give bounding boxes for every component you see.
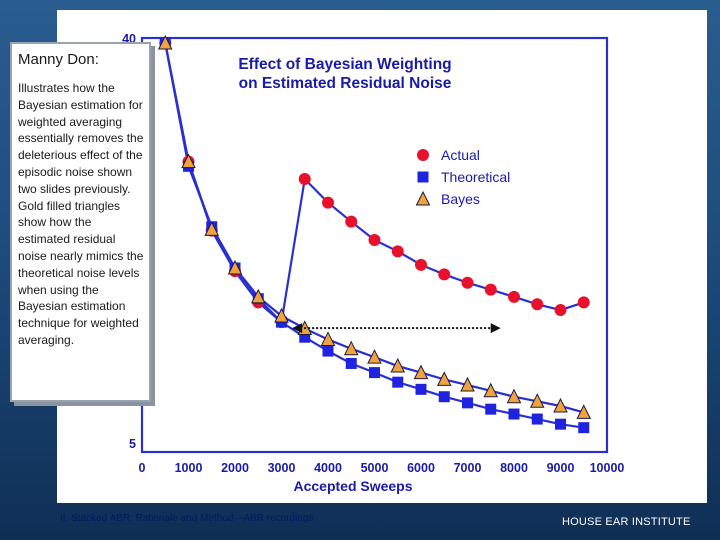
footer-caption: II. Stacked ABR: Rationale and Method—AB… <box>60 513 314 524</box>
data-point-bayes <box>320 331 336 346</box>
data-point-bayes <box>274 307 289 323</box>
chart-title-line-2: on Estimated Residual Noise <box>239 75 452 92</box>
data-point-bayes <box>343 340 359 356</box>
data-point-bayes <box>553 397 568 413</box>
annotation-arrow-head-left <box>292 323 303 334</box>
data-point-bayes <box>250 288 266 304</box>
x-tick-label: 9000 <box>547 461 575 475</box>
x-axis-label: Accepted Sweeps <box>293 478 412 494</box>
note-body: Illustrates how the Bayesian estimation … <box>18 81 144 347</box>
legend-label-theoretical: Theoretical <box>441 169 510 185</box>
annotation-arrow-head-right <box>490 323 501 334</box>
footer-institute: HOUSE EAR INSTITUTE <box>562 516 691 528</box>
x-tick-label: 8000 <box>500 461 528 475</box>
x-tick-label: 4000 <box>314 461 342 475</box>
note-title: Manny Don: <box>18 51 99 68</box>
data-point-actual <box>577 296 590 309</box>
data-point-theoretical <box>345 357 357 369</box>
data-point-actual <box>345 215 358 228</box>
data-point-actual <box>484 283 497 296</box>
data-point-theoretical <box>508 408 520 420</box>
data-point-actual <box>391 245 404 258</box>
data-point-bayes <box>204 221 220 236</box>
data-point-bayes <box>227 259 243 275</box>
data-point-bayes <box>436 371 452 386</box>
data-point-actual <box>368 234 381 247</box>
data-point-actual <box>554 304 567 317</box>
data-point-theoretical <box>462 397 473 409</box>
data-point-bayes <box>157 34 173 50</box>
data-point-theoretical <box>369 367 380 379</box>
data-point-theoretical <box>415 383 427 395</box>
data-point-bayes <box>506 388 522 404</box>
data-point-theoretical <box>392 376 404 388</box>
legend-marker-actual <box>417 149 429 161</box>
x-tick-label: 10000 <box>590 461 625 475</box>
chart: 0 1000 2000 3000 4000 5000 6000 7000 8000 9000 100… <box>122 32 625 494</box>
data-point-actual <box>508 290 520 303</box>
x-tick-label: 2000 <box>221 461 249 475</box>
data-point-actual <box>438 268 451 281</box>
data-point-theoretical <box>531 413 543 425</box>
data-point-bayes <box>529 393 545 408</box>
chart-title-line-1: Effect of Bayesian Weighting <box>238 56 451 73</box>
data-point-actual <box>298 173 311 186</box>
x-tick-label: 7000 <box>454 461 482 475</box>
legend-marker-theoretical <box>417 171 429 183</box>
data-point-theoretical <box>555 418 566 430</box>
data-point-theoretical <box>485 403 497 415</box>
data-point-actual <box>531 298 544 311</box>
data-point-bayes <box>483 382 499 398</box>
data-point-actual <box>461 276 474 289</box>
x-tick-label: 5000 <box>361 461 389 475</box>
legend-label-bayes: Bayes <box>441 191 480 207</box>
data-point-bayes <box>576 404 592 419</box>
x-tick-label: 3000 <box>268 461 296 475</box>
x-tick-label: 6000 <box>407 461 435 475</box>
data-point-bayes <box>390 357 406 373</box>
legend-marker-bayes <box>415 190 431 206</box>
data-point-theoretical <box>438 391 450 403</box>
data-point-theoretical <box>578 422 590 434</box>
data-point-theoretical <box>299 331 311 343</box>
speaker-note-box: Manny Don: Illustrates how the Bayesian … <box>10 42 151 402</box>
x-tick-label: 0 <box>139 461 146 475</box>
data-point-bayes <box>413 364 429 380</box>
data-point-bayes <box>181 153 196 169</box>
data-point-bayes <box>460 376 475 392</box>
data-point-actual <box>415 258 427 271</box>
chart-panel: 0 1000 2000 3000 4000 5000 6000 7000 8000 9000 100… <box>57 10 707 503</box>
data-point-actual <box>322 196 334 209</box>
y-tick-label: 5 <box>129 437 136 451</box>
x-tick-label: 1000 <box>175 461 203 475</box>
data-point-theoretical <box>322 345 334 357</box>
legend-label-actual: Actual <box>441 147 480 163</box>
data-point-bayes <box>367 349 382 364</box>
